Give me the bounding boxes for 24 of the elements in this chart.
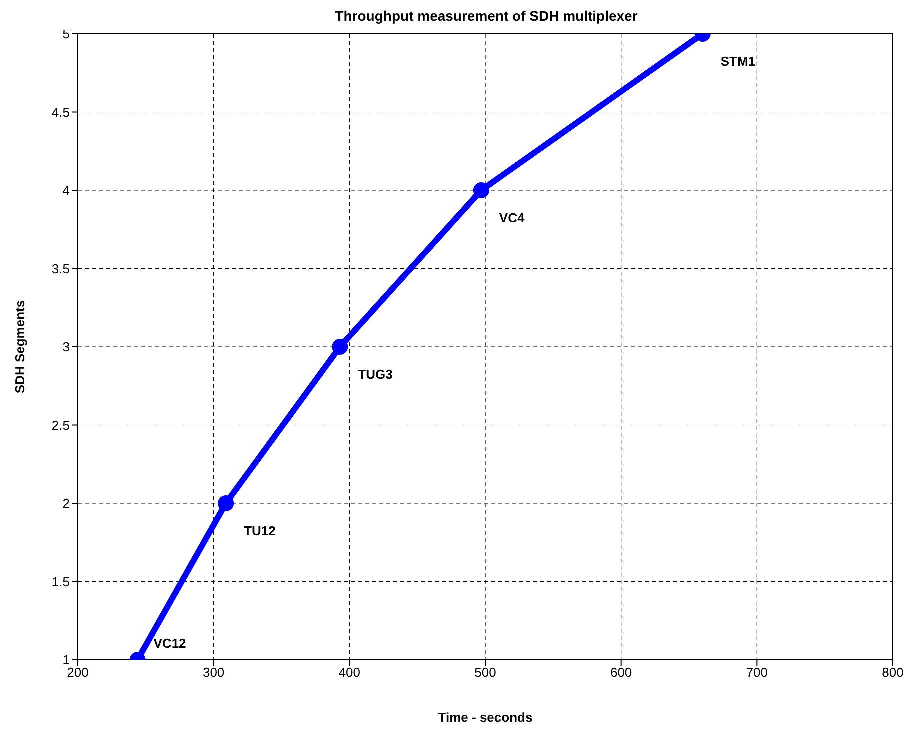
annotation: VC12	[154, 636, 186, 651]
x-tick-label: 500	[474, 665, 496, 680]
y-tick-label: 5	[62, 26, 70, 42]
y-tick-label: 4.5	[52, 104, 70, 120]
x-tick-label: 700	[746, 665, 768, 680]
y-tick-label: 1	[62, 652, 70, 668]
y-tick-label: 2.5	[52, 418, 70, 433]
annotation: TUG3	[358, 367, 393, 382]
y-tick-label: 1.5	[52, 574, 70, 590]
x-tick-label: 400	[338, 665, 361, 680]
y-tick-label: 3	[62, 340, 70, 355]
x-tick-label: 300	[202, 665, 225, 680]
annotation: VC4	[499, 210, 526, 226]
x-tick-label: 600	[610, 665, 632, 680]
y-tick-label: 3.5	[52, 261, 70, 276]
y-tick-label: 4	[62, 183, 70, 198]
y-axis-title: SDH Segments	[12, 300, 28, 394]
x-axis-title: Time - seconds	[438, 710, 533, 725]
y-tick-label: 2	[62, 496, 70, 512]
x-tick-label: 200	[67, 665, 89, 680]
chart-title: Throughput measurement of SDH multiplexer	[335, 8, 638, 24]
x-tick-label: 800	[882, 665, 904, 680]
annotation: STM1	[720, 54, 756, 69]
annotation: TU12	[244, 524, 276, 538]
